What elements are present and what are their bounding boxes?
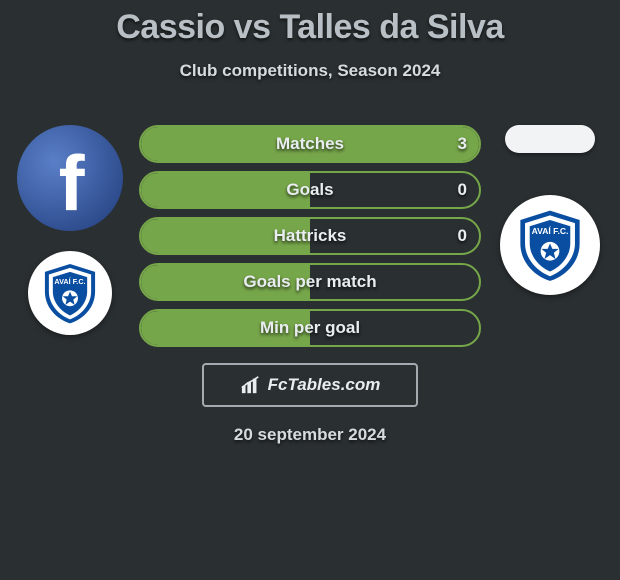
stat-bar-label: Hattricks (141, 226, 479, 246)
club-shield-icon: AVAÍ F.C. (511, 206, 589, 284)
subtitle: Club competitions, Season 2024 (0, 61, 620, 81)
brand-text: FcTables.com (268, 375, 381, 395)
stat-bars: Matches3Goals0Hattricks0Goals per matchM… (139, 125, 481, 347)
comparison-panel: AVAÍ F.C. AVAÍ F.C. Matches3Goals0Hattri… (0, 125, 620, 445)
player-right-column: AVAÍ F.C. (490, 125, 610, 295)
stat-bar-label: Matches (141, 134, 479, 154)
stat-bar: Min per goal (139, 309, 481, 347)
page-title: Cassio vs Talles da Silva (0, 0, 620, 47)
stat-bar: Hattricks0 (139, 217, 481, 255)
stat-bar-label: Min per goal (141, 318, 479, 338)
stat-bar: Goals per match (139, 263, 481, 301)
stat-bar-right-value: 0 (458, 226, 467, 246)
player-left-avatar (17, 125, 123, 231)
stat-bar-right-value: 0 (458, 180, 467, 200)
date-text: 20 september 2024 (0, 425, 620, 445)
player-right-club-logo: AVAÍ F.C. (500, 195, 600, 295)
svg-text:AVAÍ F.C.: AVAÍ F.C. (532, 225, 569, 236)
bar-chart-icon (240, 375, 262, 395)
club-shield-icon: AVAÍ F.C. (37, 260, 103, 326)
player-left-club-logo: AVAÍ F.C. (28, 251, 112, 335)
player-right-avatar (505, 125, 595, 153)
svg-text:AVAÍ F.C.: AVAÍ F.C. (54, 277, 85, 286)
stat-bar-right-value: 3 (458, 134, 467, 154)
stat-bar: Matches3 (139, 125, 481, 163)
player-left-column: AVAÍ F.C. (10, 125, 130, 335)
brand-badge[interactable]: FcTables.com (202, 363, 418, 407)
stat-bar-label: Goals (141, 180, 479, 200)
stat-bar-label: Goals per match (141, 272, 479, 292)
stat-bar: Goals0 (139, 171, 481, 209)
